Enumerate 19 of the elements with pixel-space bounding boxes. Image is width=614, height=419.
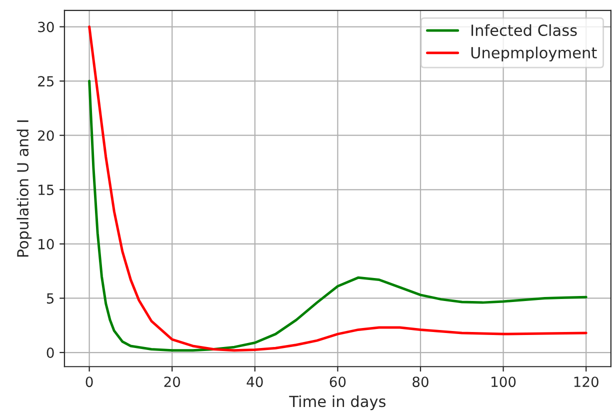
x-tick-label: 100 [492, 376, 516, 388]
y-tick-label: 0 [46, 347, 54, 358]
x-tick-label: 20 [164, 376, 180, 388]
y-tick-label: 5 [46, 293, 54, 304]
x-axis-title: Time in days [289, 395, 386, 410]
legend-label: Unepmployment [471, 46, 597, 62]
line-series [88, 80, 588, 352]
x-tick-label: 60 [330, 376, 346, 388]
y-tick-label: 15 [38, 184, 54, 196]
x-tick-label: 80 [412, 376, 428, 388]
legend-label: Infected Class [472, 24, 577, 36]
y-axis-title: Population U and I [16, 120, 32, 257]
y-tick-label: 25 [38, 76, 54, 87]
y-tick-label: 30 [38, 22, 54, 32]
y-tick-label: 10 [38, 238, 54, 250]
x-tick-label: 120 [574, 376, 598, 388]
x-tick-label: 40 [246, 376, 263, 388]
y-tick-label: 20 [38, 130, 54, 141]
x-tick-label: 0 [86, 376, 93, 388]
